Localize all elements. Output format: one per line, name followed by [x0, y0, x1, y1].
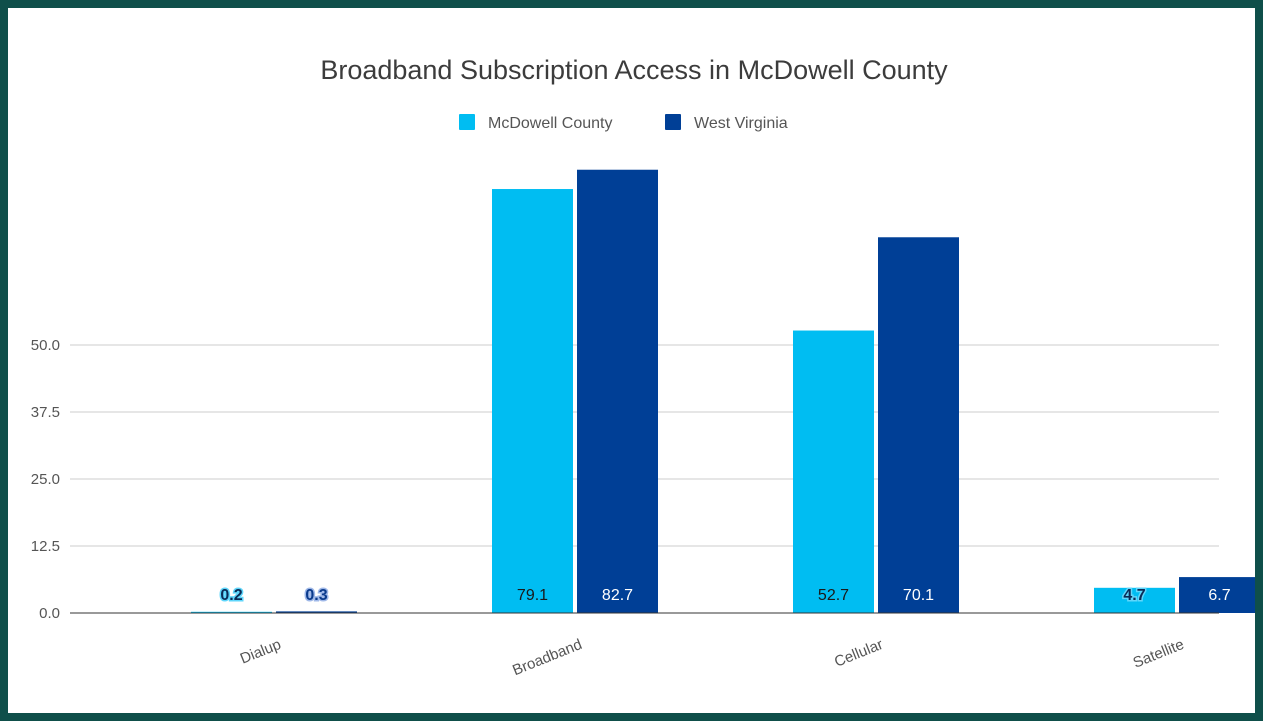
- bar-cellular-mcdowell-county: [793, 330, 874, 613]
- bar-satellite-mcdowell-county: [1094, 587, 1175, 613]
- bar-cellular-west-virginia: [878, 237, 959, 613]
- legend-swatch-mcdowell-county: [459, 114, 475, 130]
- value-label-cellular-west-virginia: 70.1: [903, 587, 934, 604]
- x-category-broadband: Broadband: [510, 636, 584, 679]
- bar-dialup-mcdowell-county: [191, 611, 272, 613]
- bars: [191, 169, 1255, 614]
- bar-value-labels: 0.2 0.3 79.1 82.7 52.7 70.1 4.7 6.7: [219, 586, 1231, 606]
- chart-title: Broadband Subscription Access in McDowel…: [320, 55, 948, 85]
- chart-legend: McDowell County West Virginia: [459, 114, 788, 132]
- x-category-cellular: Cellular: [832, 636, 886, 671]
- bar-dialup-west-virginia: [276, 611, 357, 613]
- bar-satellite-west-virginia: [1179, 577, 1255, 613]
- legend-label-mcdowell-county: McDowell County: [488, 115, 612, 132]
- value-label-cellular-mcdowell-county: 52.7: [818, 587, 849, 604]
- value-label-broadband-mcdowell-county: 79.1: [517, 587, 548, 604]
- x-axis-categories: Dialup Broadband Cellular Satellite: [238, 636, 1187, 679]
- value-label-broadband-west-virginia: 82.7: [602, 587, 633, 604]
- y-axis-ticks: 0.0 12.5 25.0 37.5 50.0: [31, 337, 60, 622]
- y-tick-label: 12.5: [31, 538, 60, 555]
- value-label-satellite-west-virginia: 6.7: [1208, 587, 1230, 604]
- value-label-satellite-mcdowell-county: 4.7: [1123, 587, 1145, 604]
- y-tick-label: 0.0: [39, 605, 60, 622]
- value-label-dialup-mcdowell-county: 0.2: [220, 587, 242, 604]
- bar-broadband-mcdowell-county: [492, 189, 573, 614]
- x-category-dialup: Dialup: [238, 636, 284, 668]
- y-tick-label: 25.0: [31, 471, 60, 488]
- chart-frame: Broadband Subscription Access in McDowel…: [8, 8, 1255, 713]
- bar-chart: Broadband Subscription Access in McDowel…: [31, 55, 1255, 679]
- legend-swatch-west-virginia: [665, 114, 681, 130]
- x-category-satellite: Satellite: [1131, 636, 1187, 672]
- y-tick-label: 50.0: [31, 337, 60, 354]
- value-label-dialup-west-virginia: 0.3: [305, 587, 327, 604]
- legend-label-west-virginia: West Virginia: [694, 115, 788, 132]
- bar-broadband-west-virginia: [577, 169, 658, 613]
- y-tick-label: 37.5: [31, 404, 60, 421]
